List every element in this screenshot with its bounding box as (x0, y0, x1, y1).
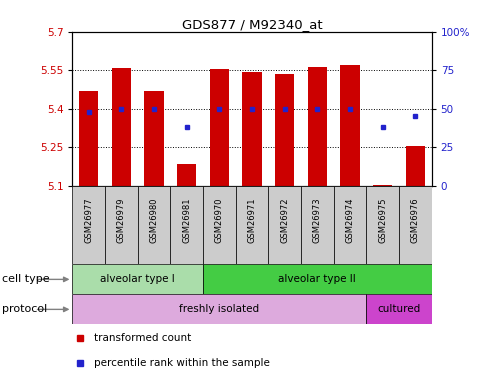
Text: protocol: protocol (2, 304, 48, 314)
Text: GSM26981: GSM26981 (182, 197, 191, 243)
Bar (268, 186, 301, 264)
Bar (170, 186, 203, 264)
Bar (366, 294, 432, 324)
Text: freshly isolated: freshly isolated (179, 304, 259, 314)
Text: GSM26976: GSM26976 (411, 197, 420, 243)
Text: GSM26971: GSM26971 (248, 197, 256, 243)
Text: GSM26974: GSM26974 (345, 197, 354, 243)
Bar (72, 294, 366, 324)
Text: GSM26975: GSM26975 (378, 197, 387, 243)
Text: cultured: cultured (377, 304, 421, 314)
Bar (112, 68, 131, 186)
Bar (138, 186, 170, 264)
Bar (334, 186, 366, 264)
Bar (373, 185, 392, 186)
Bar (177, 164, 197, 186)
Text: GSM26980: GSM26980 (150, 197, 159, 243)
Bar (406, 146, 425, 186)
Bar (203, 264, 432, 294)
Text: GSM26979: GSM26979 (117, 197, 126, 243)
Title: GDS877 / M92340_at: GDS877 / M92340_at (182, 18, 322, 31)
Bar (307, 67, 327, 186)
Bar (275, 74, 294, 186)
Text: alveolar type I: alveolar type I (100, 274, 175, 284)
Bar (340, 64, 360, 186)
Text: GSM26970: GSM26970 (215, 197, 224, 243)
Bar (203, 186, 236, 264)
Text: GSM26973: GSM26973 (313, 197, 322, 243)
Bar (242, 72, 262, 186)
Bar (144, 91, 164, 186)
Text: GSM26972: GSM26972 (280, 197, 289, 243)
Text: alveolar type II: alveolar type II (278, 274, 356, 284)
Text: transformed count: transformed count (94, 333, 191, 344)
Text: cell type: cell type (2, 274, 50, 284)
Bar (210, 69, 229, 186)
Bar (105, 186, 138, 264)
Bar (236, 186, 268, 264)
Text: GSM26977: GSM26977 (84, 197, 93, 243)
Bar (366, 186, 399, 264)
Bar (72, 264, 203, 294)
Bar (79, 91, 98, 186)
Bar (399, 186, 432, 264)
Bar (72, 186, 105, 264)
Text: percentile rank within the sample: percentile rank within the sample (94, 358, 270, 368)
Bar (301, 186, 334, 264)
